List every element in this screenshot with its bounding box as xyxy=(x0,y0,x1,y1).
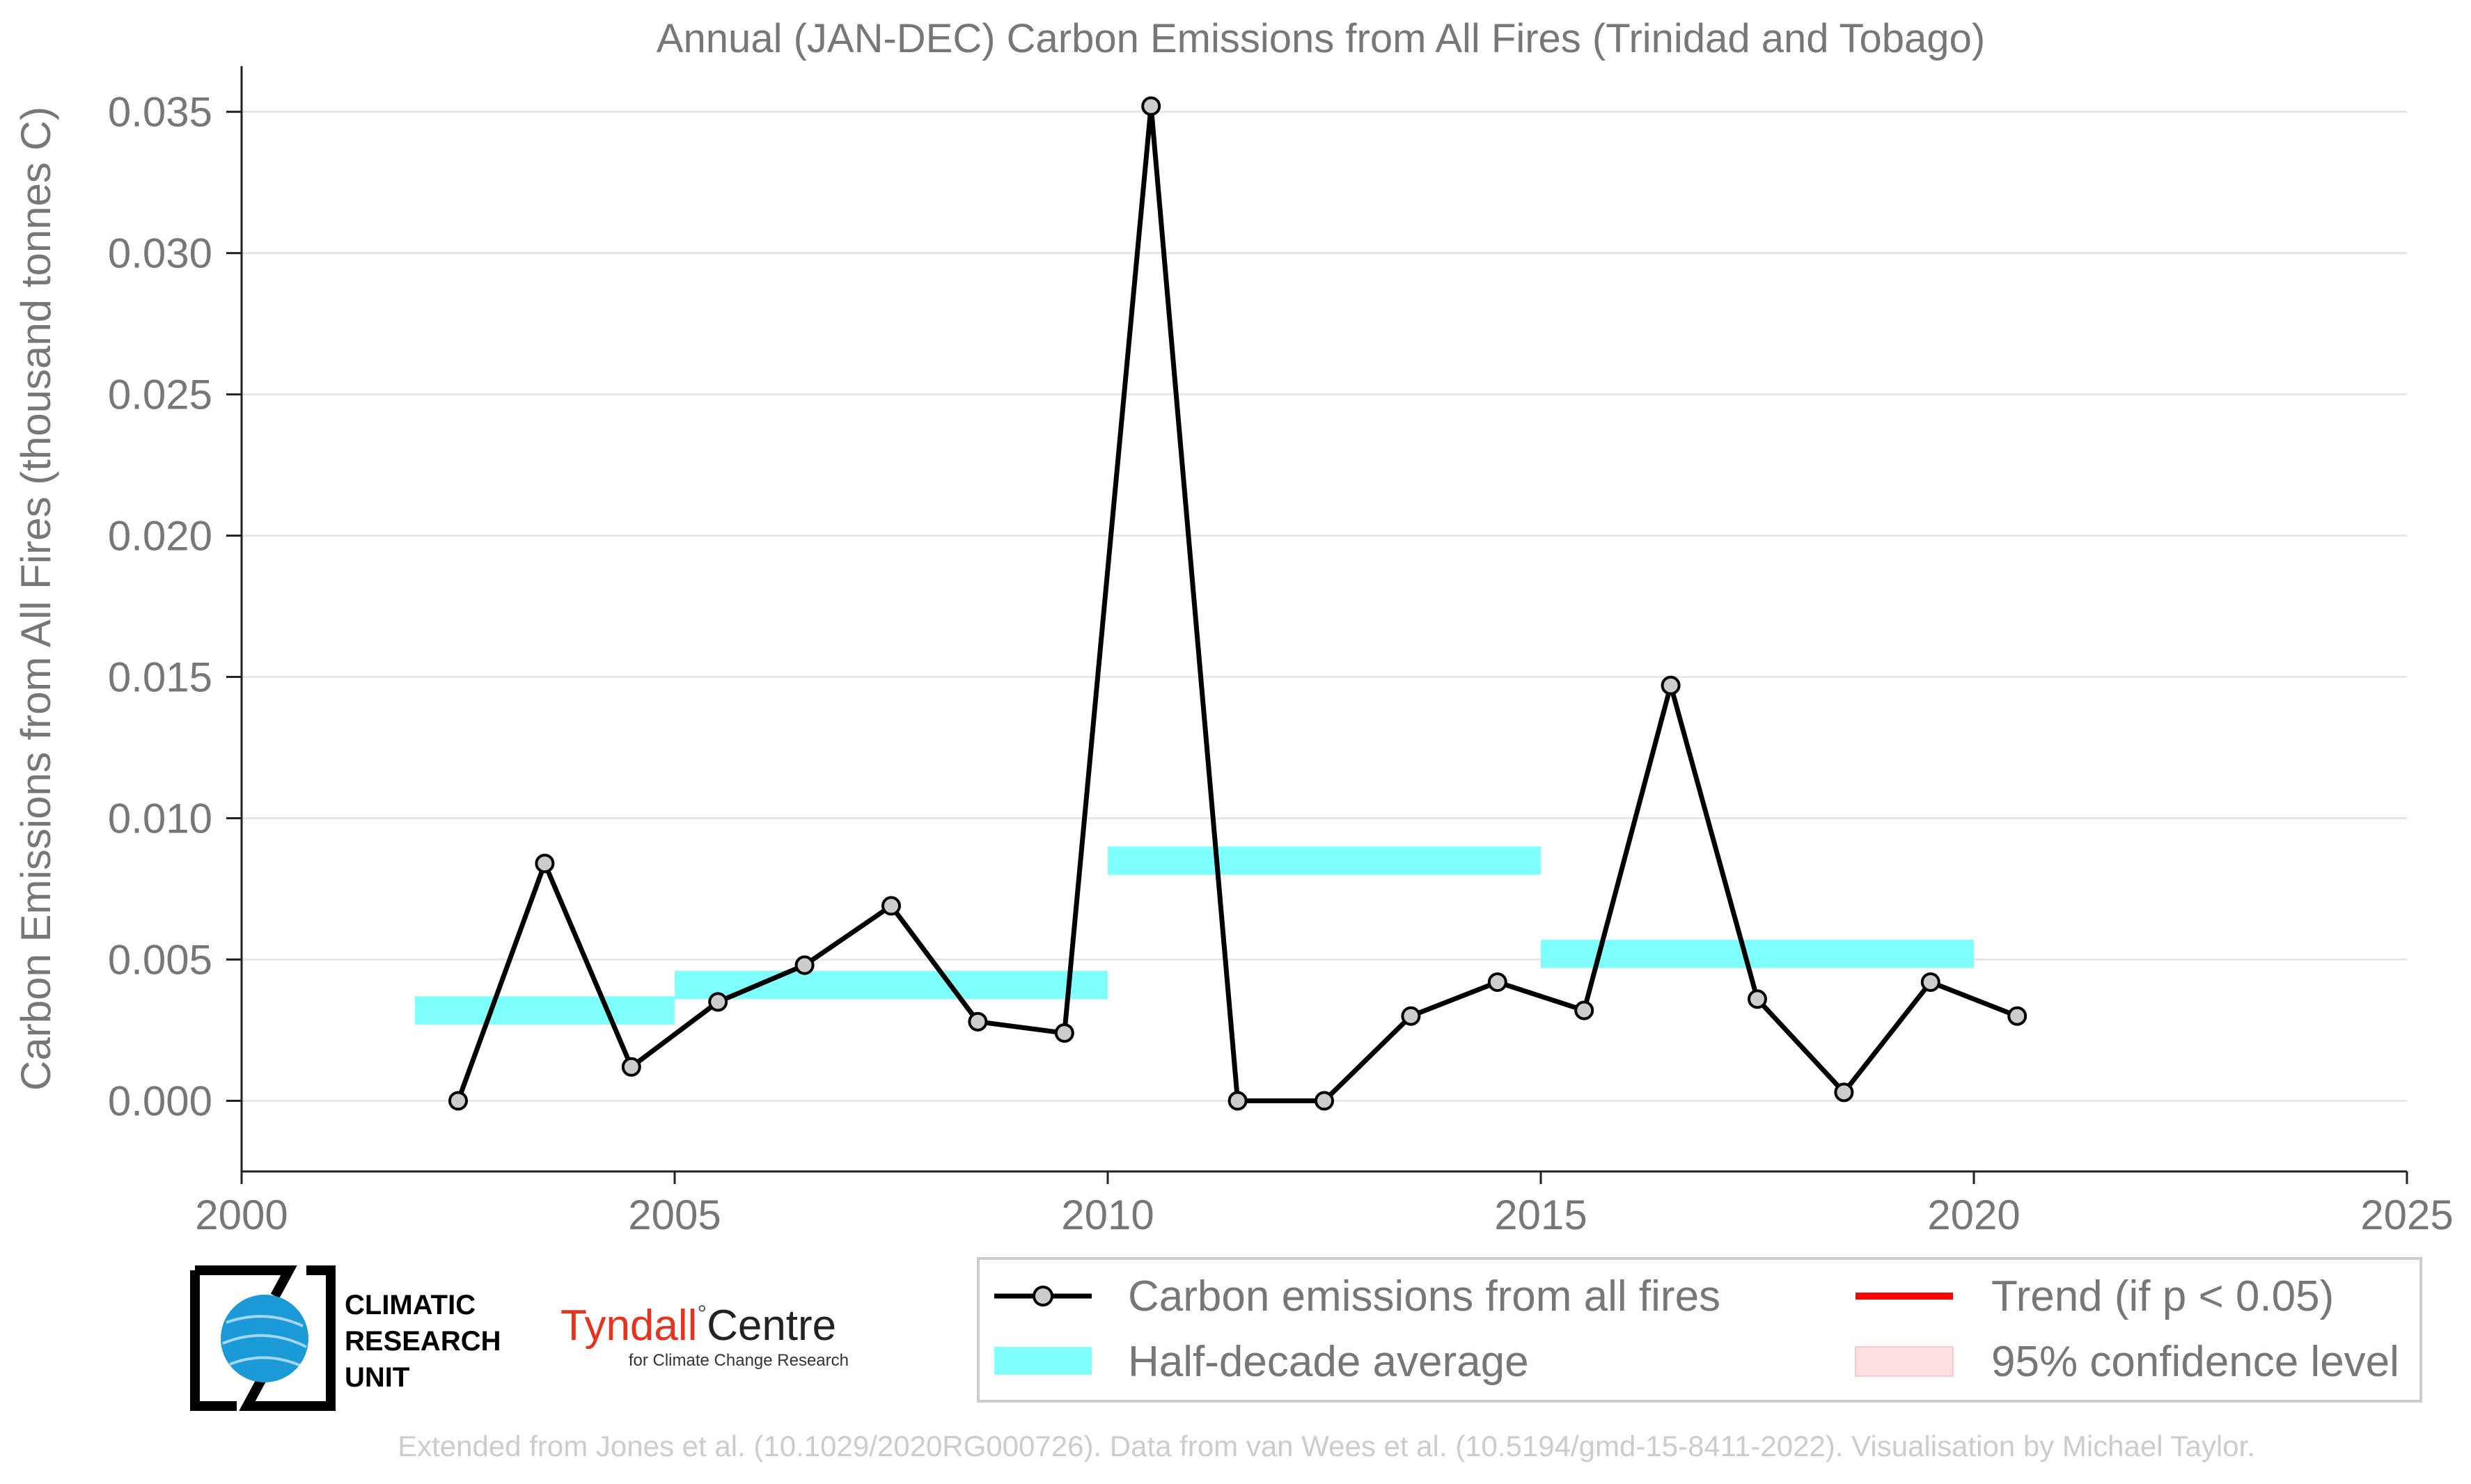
legend: Carbon emissions from all fires Trend (i… xyxy=(977,1257,2422,1403)
data-point xyxy=(708,992,728,1012)
y-tick-labels: 0.000 0.005 0.010 0.015 0.020 0.025 0.030 0.035 xyxy=(108,89,242,1125)
globe-icon-lines xyxy=(222,1315,307,1367)
data-point xyxy=(968,1011,988,1032)
data-point xyxy=(448,1091,468,1111)
y-tick-label: 0.010 xyxy=(108,796,212,842)
x-tick-label: 2025 xyxy=(2360,1192,2453,1238)
x-tick-label: 2015 xyxy=(1494,1192,1587,1238)
y-tick-label: 0.020 xyxy=(108,513,212,560)
y-tick-label: 0.025 xyxy=(108,372,212,418)
half-decade-average-bands xyxy=(414,846,1974,1025)
x-tick-label: 2000 xyxy=(195,1192,288,1238)
y-tick-label: 0.035 xyxy=(108,89,212,136)
cru-logo-frame xyxy=(190,1265,336,1411)
x-tick-labels: 2000 2005 2010 2015 2020 2025 xyxy=(195,1171,2454,1238)
x-tick-label: 2010 xyxy=(1061,1192,1154,1238)
data-point xyxy=(1141,96,1161,116)
data-point xyxy=(794,955,815,975)
tyndall-logo: Tyndall°Centre for Climate Change Resear… xyxy=(560,1301,849,1370)
y-tick-label: 0.015 xyxy=(108,654,212,701)
axes xyxy=(240,66,2407,1173)
footer-credits: Extended from Jones et al. (10.1029/2020… xyxy=(398,1430,2255,1462)
x-tick-label: 2005 xyxy=(628,1192,721,1238)
data-point xyxy=(1661,675,1681,695)
tyndall-logo-subtitle: for Climate Change Research xyxy=(629,1351,849,1370)
legend-swatch-half-decade xyxy=(994,1347,1092,1375)
data-point xyxy=(1401,1006,1421,1026)
data-point xyxy=(1315,1091,1334,1111)
x-tick-label: 2020 xyxy=(1927,1192,2020,1238)
data-point xyxy=(1834,1082,1854,1103)
legend-label-half-decade: Half-decade average xyxy=(1128,1338,1529,1386)
data-point xyxy=(881,896,901,916)
legend-label-emissions: Carbon emissions from all fires xyxy=(1128,1272,1720,1320)
cru-logo-line-2: RESEARCH xyxy=(345,1326,501,1357)
tyndall-logo-wordmark: Tyndall°Centre xyxy=(560,1301,836,1350)
y-tick-label: 0.005 xyxy=(108,937,212,984)
cru-logo: CLIMATIC RESEARCH UNIT xyxy=(190,1265,501,1411)
cru-logo-line-1: CLIMATIC xyxy=(345,1290,476,1320)
legend-label-confidence: 95% confidence level xyxy=(1991,1338,2399,1386)
half-decade-average-bar xyxy=(1541,940,1974,968)
data-point xyxy=(1748,989,1767,1009)
half-decade-average-bar xyxy=(675,970,1108,1000)
data-point xyxy=(1227,1091,1248,1111)
data-point xyxy=(1487,972,1507,992)
gridlines xyxy=(242,111,2407,1103)
legend-frame xyxy=(977,1257,2422,1403)
data-point xyxy=(1920,972,1940,992)
series-points xyxy=(448,96,2027,1111)
half-decade-average-bar xyxy=(1108,846,1541,875)
data-point xyxy=(1054,1023,1074,1043)
data-point xyxy=(1574,1000,1594,1020)
legend-swatch-confidence xyxy=(1855,1346,1954,1377)
data-point xyxy=(535,853,555,874)
cru-logo-line-3: UNIT xyxy=(345,1362,409,1393)
y-tick-label: 0.000 xyxy=(108,1078,212,1125)
half-decade-average-bar xyxy=(414,996,675,1025)
legend-swatch-emissions-marker xyxy=(1033,1286,1053,1307)
data-point xyxy=(2007,1006,2027,1026)
y-tick-label: 0.030 xyxy=(108,230,212,277)
legend-label-trend: Trend (if p < 0.05) xyxy=(1991,1272,2334,1320)
y-axis-label: Carbon Emissions from All Fires (thousan… xyxy=(13,106,59,1091)
data-point xyxy=(621,1057,641,1077)
chart-title: Annual (JAN-DEC) Carbon Emissions from A… xyxy=(657,16,1985,61)
